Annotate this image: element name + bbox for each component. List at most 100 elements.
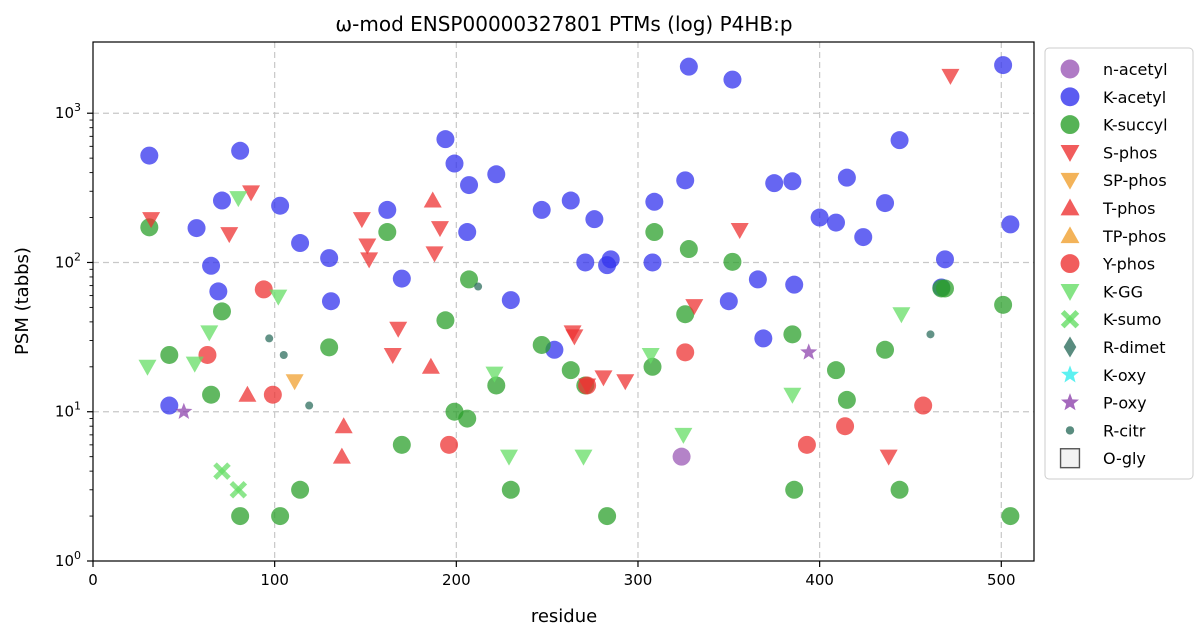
x-tick-label: 100 — [260, 571, 289, 589]
point-k-succyl — [561, 361, 580, 380]
point-t-phos — [238, 385, 257, 402]
x-tick-label: 200 — [442, 571, 471, 589]
legend-marker-p-oxy — [1061, 393, 1079, 411]
point-k-gg — [200, 325, 219, 342]
point-k-acetyl — [676, 171, 695, 190]
chart-title: ω-mod ENSP00000327801 PTMs (log) P4HB:p — [335, 12, 792, 36]
legend-marker-o-gly — [1059, 448, 1081, 469]
point-k-succyl — [598, 507, 617, 526]
point-k-acetyl — [140, 146, 159, 165]
x-tick-label: 500 — [987, 571, 1016, 589]
point-k-acetyl — [532, 200, 551, 219]
point-k-acetyl — [187, 219, 206, 238]
point-t-phos — [334, 417, 353, 434]
point-k-gg — [892, 307, 911, 324]
point-k-gg — [574, 449, 593, 466]
legend: n-acetyl K-acetyl K-succyl S-phos SP-phos T-p… — [1044, 47, 1194, 480]
point-t-phos — [421, 357, 440, 374]
legend-label-s-phos: S-phos — [1103, 143, 1157, 162]
y-tick-label: 101 — [55, 400, 81, 421]
point-k-acetyl — [321, 292, 340, 311]
legend-marker-k-gg — [1060, 284, 1080, 301]
legend-marker-s-phos — [1060, 145, 1080, 162]
point-k-succyl — [160, 345, 179, 364]
point-t-phos — [332, 447, 351, 464]
legend-label-sp-phos: SP-phos — [1103, 171, 1167, 190]
point-n-acetyl — [672, 447, 691, 466]
point-k-gg — [500, 449, 519, 466]
point-k-acetyl — [810, 208, 829, 227]
legend-marker-t-phos — [1060, 198, 1080, 216]
y-axis-ticks: 100 101 102 103 — [55, 101, 93, 570]
point-k-succyl — [645, 223, 664, 242]
point-s-phos — [941, 68, 960, 85]
point-y-phos — [676, 343, 695, 362]
point-k-succyl — [676, 305, 695, 324]
legend-marker-k-oxy — [1061, 365, 1079, 383]
point-s-phos — [142, 212, 161, 229]
point-k-sumo — [229, 481, 248, 499]
point-k-gg — [783, 387, 802, 404]
point-k-gg — [485, 366, 504, 383]
legend-label-k-oxy: K-oxy — [1103, 366, 1146, 385]
point-s-phos — [685, 299, 704, 316]
data-points — [138, 56, 1020, 526]
point-s-phos — [565, 329, 584, 346]
point-k-acetyl — [487, 165, 506, 184]
point-k-sumo — [213, 462, 231, 480]
point-s-phos — [383, 347, 402, 364]
point-k-succyl — [271, 507, 290, 526]
point-r-citr — [265, 334, 274, 343]
x-tick-label: 400 — [805, 571, 834, 589]
point-k-succyl — [679, 240, 698, 259]
legend-label-r-dimet: R-dimet — [1103, 338, 1166, 357]
point-k-succyl — [826, 361, 845, 380]
y-tick-label: 100 — [55, 549, 81, 570]
point-k-acetyl — [837, 168, 856, 187]
point-sp-phos — [285, 374, 304, 391]
point-k-acetyl — [723, 70, 742, 89]
point-k-succyl — [487, 376, 506, 395]
point-s-phos — [730, 223, 749, 240]
point-r-citr — [926, 330, 935, 339]
point-t-phos — [423, 191, 442, 208]
point-y-phos — [198, 345, 217, 364]
point-k-acetyl — [561, 191, 580, 210]
point-s-phos — [242, 185, 261, 202]
point-k-acetyl — [854, 228, 873, 247]
point-s-phos — [352, 212, 371, 229]
point-k-acetyl — [826, 213, 845, 232]
x-axis-label: residue — [531, 606, 597, 627]
point-y-phos — [440, 435, 459, 454]
x-tick-label: 300 — [624, 571, 653, 589]
y-tick-label: 103 — [55, 101, 81, 122]
point-k-acetyl — [231, 141, 250, 160]
point-k-succyl — [785, 480, 804, 499]
point-k-succyl — [532, 335, 551, 354]
point-k-succyl — [460, 270, 479, 289]
point-s-phos — [389, 321, 408, 338]
point-k-succyl — [501, 480, 520, 499]
point-k-acetyl — [501, 291, 520, 310]
legend-label-k-succyl: K-succyl — [1103, 116, 1168, 135]
legend-marker-r-citr — [1065, 426, 1075, 435]
legend-label-k-acetyl: K-acetyl — [1103, 88, 1166, 107]
legend-marker-sp-phos — [1060, 172, 1080, 190]
legend-label-tp-phos: TP-phos — [1102, 227, 1166, 246]
legend-label-o-gly: O-gly — [1103, 449, 1146, 468]
point-k-succyl — [291, 480, 310, 499]
point-p-oxy — [175, 402, 193, 420]
point-r-citr — [279, 350, 288, 359]
point-k-acetyl — [576, 253, 595, 272]
point-k-succyl — [212, 302, 231, 321]
legend-label-p-oxy: P-oxy — [1103, 394, 1147, 413]
point-k-acetyl — [876, 194, 895, 213]
legend-marker-r-dimet — [1063, 336, 1077, 358]
point-s-phos — [360, 252, 379, 269]
plot-frame — [92, 41, 1035, 562]
point-k-succyl — [231, 507, 250, 526]
point-s-phos — [616, 374, 635, 391]
point-k-succyl — [643, 357, 662, 376]
point-r-citr — [474, 282, 483, 291]
point-k-acetyl — [785, 275, 804, 294]
